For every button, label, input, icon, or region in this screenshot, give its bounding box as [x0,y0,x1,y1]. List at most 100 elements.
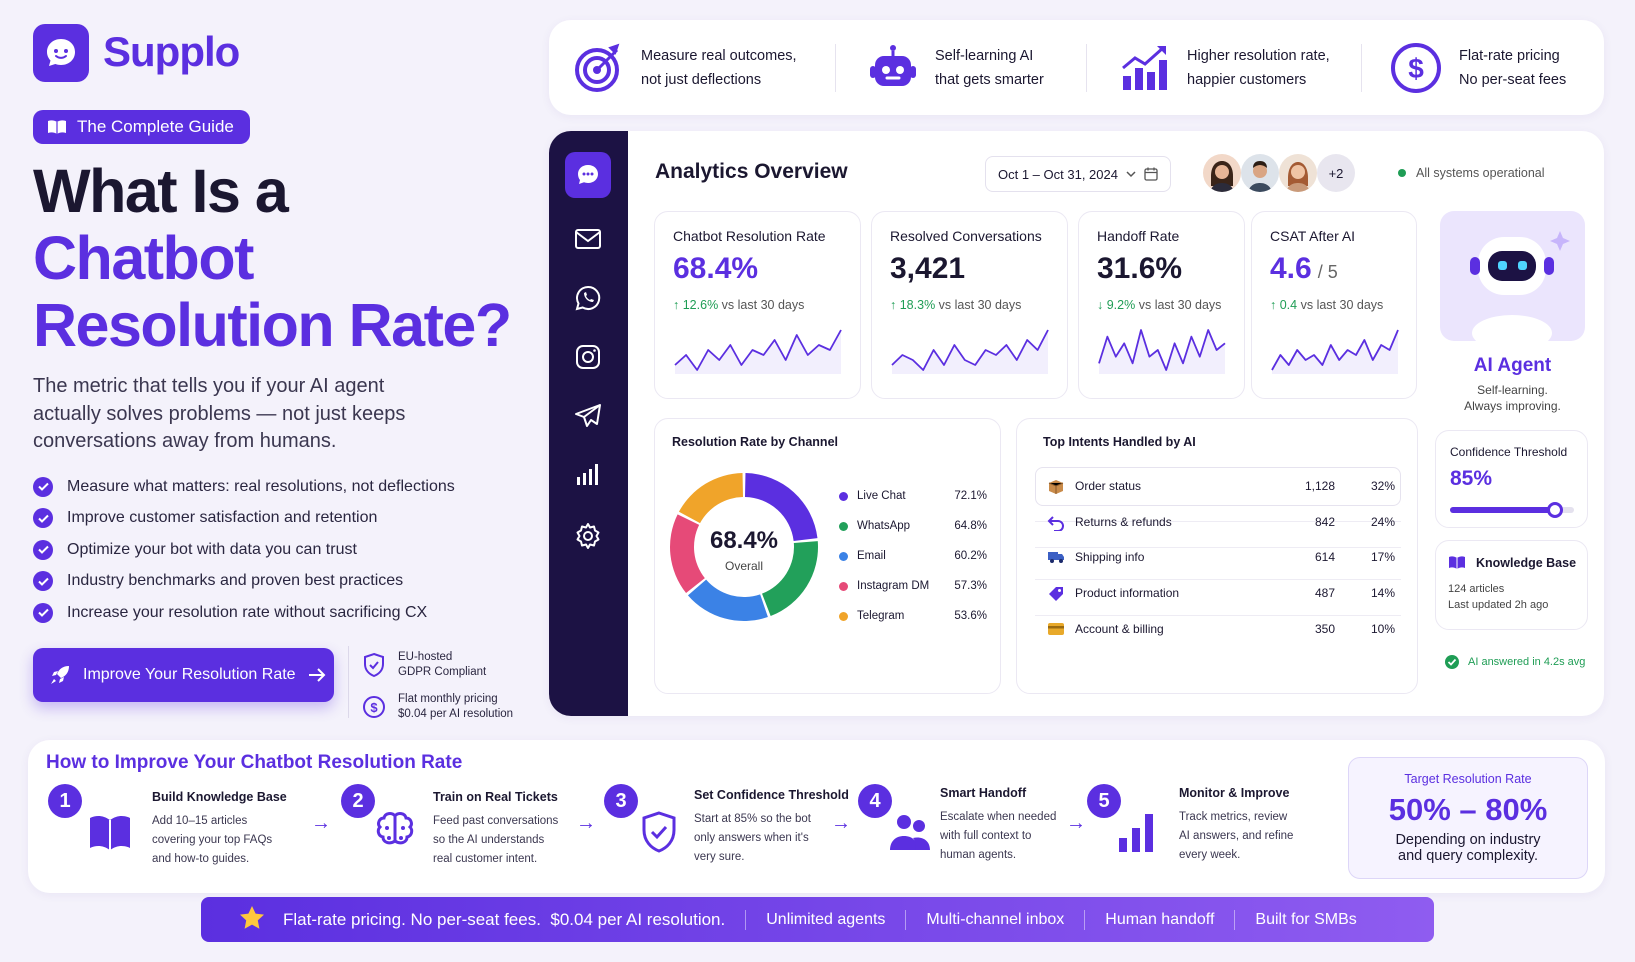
svg-text:$: $ [370,700,378,715]
check-circle-icon [1445,655,1459,669]
sparkline-area [1272,330,1398,374]
nav-instagram[interactable] [565,334,611,380]
legend-item[interactable]: Telegram 53.6% [839,601,987,631]
checklist-item: Industry benchmarks and proven best prac… [33,566,455,598]
legend-label: Telegram [857,610,905,622]
panel-title: Top Intents Handled by AI [1043,435,1196,449]
ai-agent-card: AI Agent Self-learning. Always improving… [1464,355,1561,413]
legend-value: 64.8% [954,520,987,532]
hero-lede: The metric that tells you if your AI age… [33,375,406,452]
nav-analytics[interactable] [565,451,611,497]
checklist-item: Measure what matters: real resolutions, … [33,471,455,503]
nav-chat[interactable] [565,152,611,198]
intent-row[interactable]: Product information 487 14% [1047,586,1395,602]
divider [835,44,836,92]
channel-resolution-panel: Resolution Rate by Channel 68.4% Overall… [654,418,1001,694]
improve-rate-button[interactable]: Improve Your Resolution Rate [33,648,334,702]
divider [905,909,907,930]
avatar[interactable] [1279,154,1317,192]
shield-icon [364,652,384,678]
nav-telegram[interactable] [565,393,611,439]
trust-gdpr: EU-hosted GDPR Compliant [362,650,486,680]
kpi-card-csat[interactable]: CSAT After AI 4.6/ 5 ↑ 0.4 vs last 30 da… [1251,211,1417,399]
kpi-card-resolved-conversations[interactable]: Resolved Conversations 3,421 ↑ 18.3% vs … [871,211,1068,399]
confidence-slider-track[interactable] [1450,502,1574,518]
divider [348,646,349,718]
arrow-right-icon: → [831,812,851,834]
kpi-delta: ↑ 18.3% vs last 30 days [890,298,1022,312]
nav-email[interactable] [565,216,611,262]
check-icon [33,508,53,529]
legend-item[interactable]: Live Chat 72.1% [839,481,987,511]
step-4: 4 Smart Handoff Escalate when needed with… [858,784,1056,861]
banner-item: Human handoff [1105,910,1215,928]
top-intents-panel: Top Intents Handled by AI Order status 1… [1016,418,1418,694]
legend-item[interactable]: Instagram DM 57.3% [839,571,987,601]
nav-settings[interactable] [565,513,611,559]
kpi-sparkline [891,329,1049,374]
instagram-icon [576,345,600,369]
robot-icon [1470,231,1570,341]
intent-row[interactable]: Shipping info 614 17% [1047,550,1395,564]
mail-icon [575,229,601,249]
legend-item[interactable]: Email 60.2% [839,541,987,571]
donut-slice-telegram [678,473,744,524]
nav-whatsapp[interactable] [565,275,611,321]
title-line-2: Chatbot [33,224,254,292]
brain-icon [376,812,414,845]
donut-slice-instagram-dm [670,514,705,594]
knowledge-base-card[interactable]: Knowledge Base 124 articles Last updated… [1435,540,1588,630]
improve-rate-label: Improve Your Resolution Rate [83,666,296,683]
step-number: 5 [1087,784,1121,818]
title-line-1: What Is a [33,157,289,225]
legend-label: Instagram DM [857,580,930,592]
sparkline-line [891,329,1049,371]
kpi-sparkline [1271,329,1399,374]
donut-slice-whatsapp [762,541,818,617]
donut-slice-live-chat [744,473,818,542]
confidence-slider-fill [1450,507,1556,513]
date-range-value: Oct 1 – Oct 31, 2024 [998,166,1118,182]
avatar[interactable] [1241,154,1279,192]
intent-row[interactable]: Order status 1,128 32% [1047,479,1395,495]
feature-higher-resolution: Higher resolution rate, happier customers [1119,20,1330,115]
divider [1361,44,1362,92]
divider [1035,615,1401,616]
legend-swatch [839,551,848,561]
intent-row[interactable]: Account & billing 350 10% [1047,622,1395,636]
brand-name[interactable]: Supplo [103,28,240,75]
rocket-icon [51,666,69,684]
kpi-card-resolution-rate[interactable]: Chatbot Resolution Rate 68.4% ↑ 12.6% vs… [654,211,861,399]
sparkline-line [1098,329,1226,371]
feature-bar: Measure real outcomes, not just deflectio… [549,20,1604,115]
date-range-picker[interactable]: Oct 1 – Oct 31, 2024 [985,156,1171,192]
robot-icon [870,44,916,86]
dollar-icon: $ [363,696,385,718]
whatsapp-icon [575,285,601,311]
legend-item[interactable]: WhatsApp 64.8% [839,511,987,541]
divider [1086,44,1087,92]
kpi-delta: ↑ 12.6% vs last 30 days [673,298,805,312]
more-avatars-count[interactable]: +2 [1317,154,1355,192]
kpi-value: 68.4% [673,252,759,285]
guide-badge: The Complete Guide [33,110,250,144]
brand-logo[interactable] [33,24,89,82]
arrow-right-icon: → [1066,812,1086,834]
kpi-value: 31.6% [1097,252,1183,285]
kpi-delta: ↑ 0.4 vs last 30 days [1270,298,1384,312]
arrow-right-icon: → [311,812,331,834]
book-icon [1449,556,1465,569]
book-icon [90,815,130,850]
step-2: 2 Train on Real Tickets Feed past conver… [341,784,558,865]
avatar[interactable] [1203,154,1241,192]
calendar-icon [1144,167,1158,181]
kpi-value: 4.6/ 5 [1270,252,1338,285]
kpi-card-handoff-rate[interactable]: Handoff Rate 31.6% ↓ 9.2% vs last 30 day… [1078,211,1245,399]
intent-row[interactable]: Returns & refunds 842 24% [1047,515,1395,531]
ai-agent-illustration [1440,211,1585,341]
benefit-checklist: Measure what matters: real resolutions, … [33,471,455,629]
sparkline-line [1271,329,1399,371]
sparkline-area [892,330,1048,374]
confidence-slider-handle[interactable] [1547,502,1564,518]
check-icon [33,602,53,623]
